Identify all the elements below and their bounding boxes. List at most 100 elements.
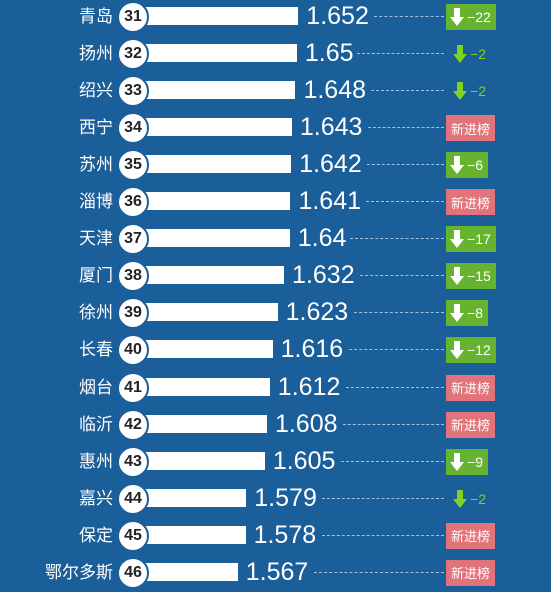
city-label: 临沂 [79, 414, 113, 435]
value-bar [130, 7, 299, 25]
minus-sign: − [467, 305, 476, 322]
value-bar [130, 340, 273, 359]
rank-change-badge: 新进榜 [446, 115, 496, 142]
rank-badge: 36 [117, 186, 149, 219]
leader-line [321, 534, 444, 536]
ranking-row: 临沂 42 1.608 新进榜 [0, 407, 551, 444]
ranking-row: 烟台 41 1.612 新进榜 [0, 370, 551, 407]
rank-badge: 41 [117, 371, 149, 404]
leader-line [340, 460, 444, 462]
rank-badge: 40 [117, 334, 149, 367]
value-bar [130, 155, 292, 174]
rank-change-amount: 2 [478, 46, 486, 63]
value-label: 1.578 [253, 520, 317, 549]
value-label: 1.648 [303, 76, 366, 105]
leader-line [353, 312, 444, 314]
ranking-row: 绍兴 33 1.648 −2 [0, 73, 551, 110]
city-label: 厦门 [79, 266, 113, 287]
new-entry-label: 新进榜 [451, 122, 491, 138]
rank-change-badge: −6 [446, 152, 488, 179]
leader-line [356, 53, 444, 55]
minus-sign: − [467, 268, 476, 285]
leader-line [342, 423, 444, 425]
rank-change-amount: 15 [475, 268, 491, 285]
rank-change-badge: 新进榜 [446, 189, 496, 216]
leader-line [313, 571, 444, 573]
leader-line [367, 164, 444, 166]
ranking-row: 徐州 39 1.623 −8 [0, 295, 551, 332]
value-bar [130, 562, 238, 581]
value-label: 1.605 [272, 446, 336, 475]
value-bar [130, 303, 278, 322]
rank-badge: 46 [117, 556, 149, 589]
ranking-row: 厦门 38 1.632 −15 [0, 258, 551, 295]
value-bar [130, 229, 290, 248]
value-label: 1.608 [274, 409, 338, 438]
city-label: 烟台 [79, 377, 113, 398]
leader-line [366, 201, 444, 203]
down-arrow-icon [450, 452, 464, 471]
city-label: 青岛 [79, 7, 113, 27]
rank-badge: 42 [117, 408, 149, 441]
value-label: 1.642 [299, 150, 362, 179]
city-label: 淄博 [79, 192, 113, 213]
rank-change-badge: 新进榜 [446, 411, 496, 438]
rank-change-amount: 8 [475, 305, 483, 322]
down-arrow-icon [450, 304, 464, 323]
ranking-row: 青岛 31 1.652 −22 [0, 0, 551, 36]
rank-badge: 37 [117, 223, 149, 256]
minus-sign: − [467, 231, 476, 248]
down-arrow-icon [450, 230, 464, 249]
leader-line [367, 127, 444, 129]
ranking-row: 长春 40 1.616 −12 [0, 332, 551, 369]
down-arrow-icon [453, 45, 467, 64]
value-label: 1.616 [280, 335, 344, 364]
rank-change-badge: 新进榜 [446, 522, 496, 549]
rank-change-badge: −2 [446, 486, 486, 512]
rank-change-amount: 12 [475, 342, 491, 359]
city-label: 徐州 [79, 303, 113, 324]
rank-change-badge: −8 [446, 300, 488, 327]
rank-change-badge: −22 [446, 4, 496, 30]
value-label: 1.632 [292, 261, 355, 290]
ranking-row: 扬州 32 1.65 −2 [0, 36, 551, 73]
down-arrow-icon [450, 341, 464, 360]
value-bar [130, 44, 297, 63]
value-label: 1.623 [285, 298, 349, 327]
minus-sign: − [467, 157, 476, 174]
leader-line [348, 349, 444, 351]
rank-badge: 34 [117, 112, 149, 145]
rank-badge: 32 [117, 38, 149, 71]
rank-badge: 31 [117, 1, 149, 33]
value-label: 1.643 [299, 113, 363, 142]
value-label: 1.652 [306, 2, 369, 30]
rank-change-amount: 17 [475, 231, 491, 248]
value-bar [130, 414, 267, 433]
rank-change-badge: −9 [446, 448, 488, 475]
city-label: 扬州 [79, 44, 113, 65]
minus-sign: − [467, 453, 476, 470]
rank-change-badge: 新进榜 [446, 374, 496, 401]
ranking-row: 苏州 35 1.642 −6 [0, 147, 551, 184]
rank-change-amount: 2 [478, 83, 486, 100]
down-arrow-icon [453, 82, 467, 101]
ranking-row: 西宁 34 1.643 新进榜 [0, 110, 551, 147]
value-label: 1.612 [277, 372, 341, 401]
rank-change-badge: −2 [446, 41, 486, 67]
city-label: 苏州 [79, 155, 113, 176]
leader-line [349, 238, 444, 240]
rank-badge: 35 [117, 149, 149, 182]
new-entry-label: 新进榜 [451, 382, 491, 397]
value-bar [130, 525, 246, 544]
value-bar [130, 451, 265, 470]
rank-change-badge: −2 [446, 78, 486, 104]
value-label: 1.641 [298, 187, 362, 216]
value-bar [130, 118, 292, 137]
leader-line [360, 275, 444, 277]
ranking-row: 嘉兴 44 1.579 −2 [0, 481, 551, 518]
city-label: 长春 [79, 340, 113, 361]
minus-sign: − [467, 342, 476, 359]
ranking-row: 鄂尔多斯 46 1.567 新进榜 [0, 555, 551, 592]
down-arrow-icon [450, 8, 464, 26]
